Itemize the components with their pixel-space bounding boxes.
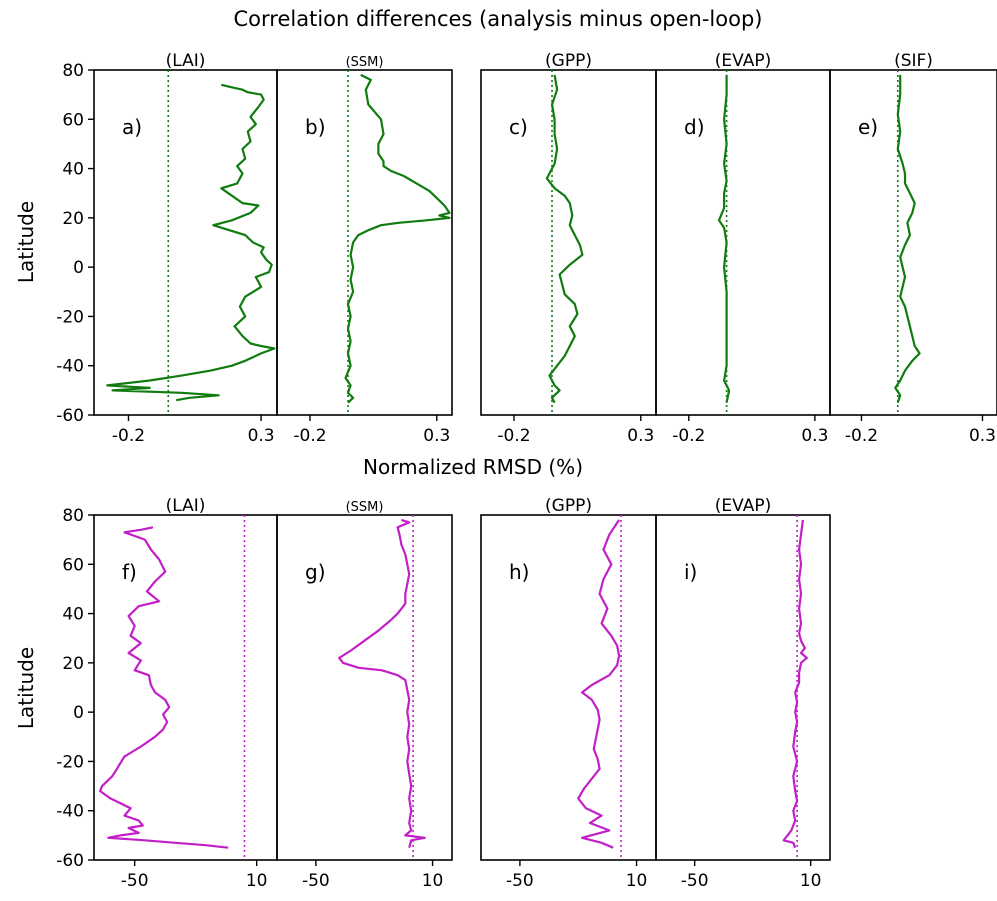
panel-title-i: (EVAP) xyxy=(715,496,771,516)
ytick-label-f-1: -40 xyxy=(56,802,84,822)
panel-h: -50 10 (GPP) h) xyxy=(480,496,657,891)
xtick-label-a-0: -0.2 xyxy=(112,426,145,446)
xtick-label-d-0: -0.2 xyxy=(672,426,705,446)
xtick-label-i-0: -50 xyxy=(681,871,709,891)
series-line-b xyxy=(344,73,451,404)
series-line-h xyxy=(577,519,621,849)
series-line-e xyxy=(894,74,921,404)
ytick-label-a-4: 20 xyxy=(62,209,84,229)
series-line-g xyxy=(338,518,426,848)
xtick-label-a-1: 0.3 xyxy=(248,426,275,446)
panel-frame-c xyxy=(480,69,657,416)
series-line-a xyxy=(106,83,276,402)
top-ylabel: Latitude xyxy=(14,201,38,283)
ytick-label-f-5: 40 xyxy=(62,605,84,625)
series-line-c xyxy=(545,74,584,404)
panel-title-h: (GPP) xyxy=(545,496,592,516)
xtick-label-h-1: 10 xyxy=(626,871,648,891)
panel-letter-h: h) xyxy=(509,560,529,584)
panel-letter-d: d) xyxy=(684,115,705,139)
panel-frame-h xyxy=(480,514,657,861)
ytick-label-a-6: 60 xyxy=(62,110,84,130)
xtick-label-g-1: 10 xyxy=(422,871,444,891)
panel-letter-c: c) xyxy=(509,115,528,139)
panel-letter-i: i) xyxy=(684,560,697,584)
xtick-label-c-0: -0.2 xyxy=(497,426,530,446)
panel-letter-g: g) xyxy=(305,560,326,584)
panel-title-g: (SSM) xyxy=(346,500,384,515)
ytick-label-a-1: -40 xyxy=(56,357,84,377)
panel-title-b: (SSM) xyxy=(346,55,384,70)
ytick-label-f-3: 0 xyxy=(73,703,84,723)
panel-title-f: (LAI) xyxy=(166,496,206,516)
xtick-label-b-1: 0.3 xyxy=(423,426,450,446)
panel-letter-e: e) xyxy=(858,115,878,139)
ytick-label-a-7: 80 xyxy=(62,61,84,81)
ytick-label-f-7: 80 xyxy=(62,506,84,526)
xtick-label-f-0: -50 xyxy=(121,871,149,891)
middle-xlabel: Normalized RMSD (%) xyxy=(363,455,583,479)
panel-g: -50 10 (SSM) g) xyxy=(276,500,453,891)
ytick-label-f-0: -60 xyxy=(56,851,84,871)
ytick-label-f-6: 60 xyxy=(62,555,84,575)
xtick-label-e-1: 0.3 xyxy=(969,426,996,446)
panel-a: -0.2 0.3 -60 -40 -20 0 20 40 60 80 (LAI) a) xyxy=(56,51,278,446)
ytick-label-f-2: -20 xyxy=(56,752,84,772)
panel-frame-b xyxy=(276,69,453,416)
figure-title: Correlation differences (analysis minus … xyxy=(234,7,763,31)
panel-b: -0.2 0.3 (SSM) b) xyxy=(276,55,453,446)
ytick-label-a-2: -20 xyxy=(56,307,84,327)
panel-frame-e xyxy=(829,69,997,416)
panel-f: -50 10 -60 -40 -20 0 20 40 60 80 (LAI) f) xyxy=(56,496,278,891)
panel-frame-d xyxy=(655,69,831,416)
panel-title-c: (GPP) xyxy=(545,51,592,71)
ytick-label-a-0: -60 xyxy=(56,406,84,426)
xtick-label-i-1: 10 xyxy=(800,871,822,891)
series-line-f xyxy=(99,526,229,849)
series-line-d xyxy=(717,74,731,403)
panel-title-e: (SIF) xyxy=(894,51,933,71)
xtick-label-b-0: -0.2 xyxy=(293,426,326,446)
panels-group: -0.2 0.3 -60 -40 -20 0 20 40 60 80 (LAI) a) -0.2 0.3 (… xyxy=(56,51,997,891)
bottom-ylabel: Latitude xyxy=(14,647,38,729)
panel-e: -0.2 0.3 (SIF) e) xyxy=(829,51,997,446)
xtick-label-e-0: -0.2 xyxy=(845,426,878,446)
panel-i: -50 10 (EVAP) i) xyxy=(655,496,831,891)
xtick-label-d-1: 0.3 xyxy=(801,426,828,446)
xtick-label-h-0: -50 xyxy=(506,871,534,891)
ytick-label-a-3: 0 xyxy=(73,258,84,278)
panel-frame-i xyxy=(655,514,831,861)
panel-d: -0.2 0.3 (EVAP) d) xyxy=(655,51,831,446)
ytick-label-f-4: 20 xyxy=(62,654,84,674)
panel-c: -0.2 0.3 (GPP) c) xyxy=(480,51,657,446)
panel-title-a: (LAI) xyxy=(166,51,206,71)
xtick-label-c-1: 0.3 xyxy=(627,426,654,446)
panel-letter-f: f) xyxy=(122,560,137,584)
xtick-label-f-1: 10 xyxy=(246,871,268,891)
panel-letter-a: a) xyxy=(122,115,142,139)
panel-letter-b: b) xyxy=(305,115,326,139)
ytick-label-a-5: 40 xyxy=(62,160,84,180)
panel-frame-g xyxy=(276,514,453,861)
series-line-i xyxy=(782,519,808,849)
panel-title-d: (EVAP) xyxy=(715,51,771,71)
xtick-label-g-0: -50 xyxy=(302,871,330,891)
